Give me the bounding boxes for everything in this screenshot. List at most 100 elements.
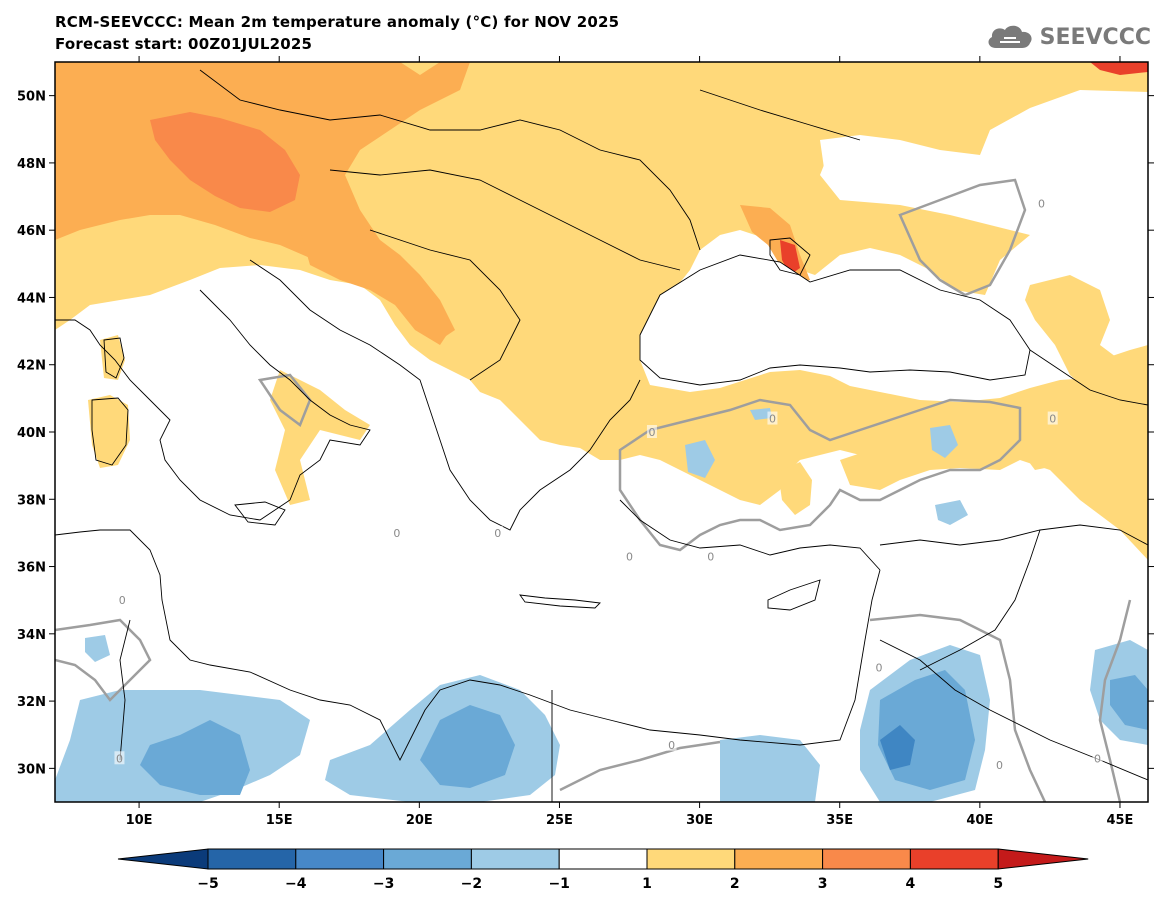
contour-label: 0 xyxy=(119,594,126,607)
zero-contour-levant xyxy=(869,613,1047,802)
coast-black-sea xyxy=(639,254,1031,386)
lon-label: 45E xyxy=(1106,813,1133,828)
zero-contour-egypt xyxy=(559,740,721,792)
lon-label: 40E xyxy=(966,813,993,828)
coast-balkans xyxy=(249,259,641,531)
contour-label-bg xyxy=(1036,196,1047,210)
colorbar-box xyxy=(207,848,297,870)
warm-anomaly-sardinia xyxy=(88,395,130,468)
lat-label: 44N xyxy=(17,291,46,306)
contour-label-bg xyxy=(646,425,657,438)
lon-label: 10E xyxy=(126,813,153,828)
contour-label: 0 xyxy=(875,661,882,674)
coast-sicily xyxy=(234,501,286,526)
contour-label: 0 xyxy=(769,413,776,426)
colorbar-label: 4 xyxy=(906,876,916,892)
contour-label-bg xyxy=(1092,751,1103,765)
lat-label: 30N xyxy=(17,762,46,777)
cool-anomaly-anatolia-4 xyxy=(750,408,772,420)
contour-label: 0 xyxy=(1038,197,1045,210)
lat-label: 40N xyxy=(17,426,46,441)
border-europe-5 xyxy=(699,89,861,141)
coast-north-africa xyxy=(55,529,881,762)
colorbar-box xyxy=(909,848,999,870)
warm-anomaly-east-turkey xyxy=(1020,402,1090,470)
contour-label: 0 xyxy=(393,527,400,540)
border-turkey-syria xyxy=(879,524,1148,546)
zero-contour-ukraine xyxy=(898,178,1027,297)
border-europe-3 xyxy=(369,229,521,381)
logo-text: SEEVCCC xyxy=(1039,24,1151,50)
contour-label: 0 xyxy=(1094,752,1101,765)
zero-contours xyxy=(55,178,1132,802)
contour-label-bg xyxy=(767,411,778,425)
cool-anomaly-iraq-core xyxy=(1110,675,1148,730)
warm-anomaly-4-5-northeast xyxy=(1090,62,1148,75)
colorbar-label: 1 xyxy=(642,876,652,892)
borders-and-coastlines xyxy=(55,69,1148,802)
contour-labels: 0 0 0 0 0 0 0 0 0 0 0 0 0 0 xyxy=(114,196,1103,772)
cool-anomaly-nile xyxy=(720,735,820,802)
colorbar-label: −5 xyxy=(197,876,218,892)
cool-anomaly-tunisia xyxy=(85,635,110,662)
warm-anomaly-caucasus xyxy=(1025,275,1148,400)
contour-label: 0 xyxy=(626,550,633,563)
border-caucasus xyxy=(1029,349,1148,406)
map-title: RCM-SEEVCCC: Mean 2m temperature anomaly… xyxy=(55,13,620,31)
lat-label: 42N xyxy=(17,359,46,374)
colorbar-box xyxy=(383,848,472,870)
colorbar-label: −3 xyxy=(373,876,394,892)
contour-label: 0 xyxy=(996,759,1003,772)
map-field xyxy=(55,62,1148,802)
colorbar-upper-extend xyxy=(997,848,1089,870)
forecast-start: Forecast start: 00Z01JUL2025 xyxy=(55,35,313,53)
lon-label: 35E xyxy=(826,813,853,828)
contour-label-bg xyxy=(1047,411,1058,425)
border-libya-tunisia xyxy=(119,619,131,761)
border-syria-iraq xyxy=(919,529,1041,671)
contour-label-bg xyxy=(391,525,402,539)
coast-crete xyxy=(519,594,601,609)
contour-label: 0 xyxy=(494,527,501,540)
contour-label: 0 xyxy=(1049,413,1056,426)
black-sea xyxy=(640,255,1030,385)
lat-label: 46N xyxy=(17,224,46,239)
colorbar-label: 3 xyxy=(818,876,828,892)
coast-italy xyxy=(55,289,371,521)
contour-label: 0 xyxy=(648,426,655,439)
contour-label: 0 xyxy=(707,550,714,563)
colorbar-box xyxy=(295,848,385,870)
lon-label: 25E xyxy=(546,813,573,828)
cool-anomaly-levant-core xyxy=(880,725,915,770)
contour-label-bg xyxy=(705,549,716,563)
warm-anomaly-anatolia-center xyxy=(840,450,900,490)
lat-label: 36N xyxy=(17,561,46,576)
cool-anomaly-anatolia-2 xyxy=(930,425,958,458)
colorbar-box xyxy=(822,848,911,870)
cool-anomaly-anatolia-3 xyxy=(935,500,968,525)
zero-contour-anatolia xyxy=(618,398,1022,552)
neutral-patch-ukraine xyxy=(820,135,880,190)
lat-label: 48N xyxy=(17,157,46,172)
zero-contour-iraq xyxy=(1098,599,1132,802)
colorbar-label: 5 xyxy=(993,876,1003,892)
warm-anomaly-2-3-balkans xyxy=(300,230,450,345)
neutral-patch-adriatic xyxy=(210,300,320,375)
border-europe-4 xyxy=(599,149,701,251)
warm-anomaly-3-4-core xyxy=(150,112,300,212)
border-europe-1 xyxy=(199,69,601,151)
zero-contour-libya xyxy=(55,618,152,702)
cloud-icon xyxy=(988,25,1032,48)
seevccc-logo: SEEVCCC xyxy=(984,22,1151,52)
warm-anomaly-italy-south xyxy=(270,370,370,505)
coast-cyprus xyxy=(767,579,821,611)
cool-anomaly-egypt-core xyxy=(420,705,515,788)
warm-anomaly-anatolia-south xyxy=(778,462,812,515)
contour-label: 0 xyxy=(116,752,123,765)
colorbar-box xyxy=(646,848,736,870)
coast-turkey-south xyxy=(619,499,881,571)
colorbar-label: 2 xyxy=(730,876,740,892)
longitude-axis: 10E 15E 20E 25E 30E 35E 40E 45E xyxy=(126,56,1133,828)
lat-label: 50N xyxy=(17,90,46,105)
